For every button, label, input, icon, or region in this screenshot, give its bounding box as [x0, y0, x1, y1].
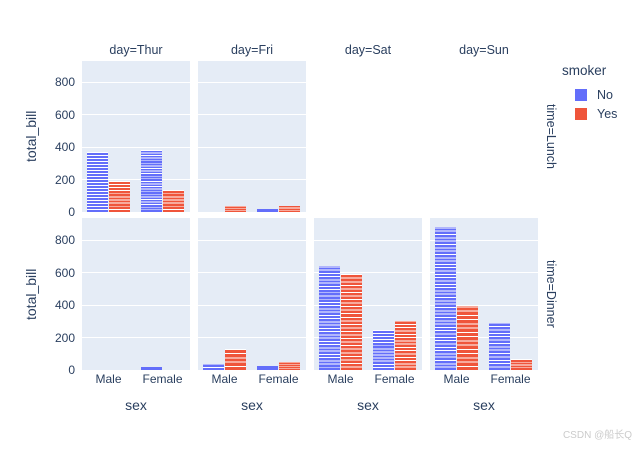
gridline-400 [82, 146, 190, 148]
legend-title: smoker [562, 63, 607, 78]
gridline-200 [82, 337, 190, 338]
x-tick-label-thur-female: Female [142, 372, 183, 386]
gridline-600 [314, 272, 422, 273]
gridline-600 [430, 272, 538, 273]
gridline-200 [314, 337, 422, 338]
x-tick-label-sat-male: Male [327, 372, 354, 386]
y-tick-label-dinner-400: 400 [54, 298, 75, 312]
gridline-800 [430, 239, 538, 241]
gridline-200 [82, 179, 190, 180]
bar-dinner-sun-male-no[interactable] [435, 227, 456, 370]
facet-panel-dinner-sat[interactable] [314, 218, 422, 370]
bar-dinner-sat-male-yes[interactable] [341, 274, 362, 370]
gridline-400 [430, 304, 538, 306]
x-tick-label-sun-female: Female [490, 372, 531, 386]
gridline-800 [314, 239, 422, 241]
legend-swatch-no-icon [575, 88, 587, 101]
y-tick-label-lunch-600: 600 [54, 107, 75, 122]
legend-item-no[interactable]: No [558, 85, 636, 104]
y-axis-title-lunch: total_bill [23, 110, 39, 163]
watermark: CSDN @船长Q [562, 430, 632, 441]
gridline-400 [198, 146, 306, 148]
bar-lunch-thur-female-no[interactable] [141, 150, 162, 212]
gridline-800 [82, 81, 190, 83]
y-tick-label-dinner-800: 800 [54, 233, 75, 247]
x-axis-title-thur: sex [125, 397, 147, 413]
legend-label-yes: Yes [597, 106, 618, 121]
x-axis-title-sun: sex [473, 397, 495, 413]
x-axis-title-fri: sex [241, 397, 263, 413]
bar-lunch-thur-male-no[interactable] [87, 151, 108, 212]
bar-dinner-sat-female-no[interactable] [373, 329, 394, 370]
gridline-800 [198, 81, 306, 83]
x-tick-label-fri-female: Female [258, 372, 299, 386]
smoker-legend: smoker No Yes [558, 63, 636, 123]
bar-lunch-thur-male-yes[interactable] [109, 180, 130, 212]
facet-title-fri: day=Fri [230, 43, 274, 57]
legend-swatch-yes-icon [575, 107, 587, 120]
facet-row-label-lunch: time=Lunch [544, 104, 558, 169]
gridline-800 [82, 239, 190, 241]
facet-panel-lunch-fri[interactable] [198, 61, 306, 212]
facet-panel-lunch-thur[interactable] [82, 61, 190, 212]
y-axis-title-dinner: total_bill [23, 268, 39, 320]
bar-lunch-fri-male-yes[interactable] [225, 206, 246, 212]
x-tick-label-sat-female: Female [374, 372, 415, 386]
gridline-200 [430, 337, 538, 338]
facet-row-label-dinner: time=Dinner [544, 260, 558, 328]
gridline-600 [82, 114, 190, 115]
gridline-200 [198, 337, 306, 338]
gridline-600 [198, 272, 306, 273]
bar-lunch-fri-female-yes[interactable] [279, 205, 300, 212]
facet-panel-dinner-thur[interactable] [82, 218, 190, 370]
gridline-600 [82, 272, 190, 273]
facet-panel-dinner-sun[interactable] [430, 218, 538, 370]
bar-dinner-fri-male-yes[interactable] [225, 348, 246, 370]
y-tick-label-lunch-0: 0 [68, 205, 75, 219]
gridline-400 [314, 304, 422, 306]
gridline-800 [198, 239, 306, 241]
gridline-400 [198, 304, 306, 306]
legend-item-yes[interactable]: Yes [558, 104, 636, 123]
bar-dinner-sun-female-no[interactable] [489, 322, 510, 370]
y-tick-label-lunch-400: 400 [54, 140, 75, 154]
bar-dinner-sun-female-yes[interactable] [511, 359, 532, 370]
facet-title-sat: day=Sat [344, 43, 392, 57]
y-tick-label-lunch-800: 800 [54, 75, 75, 89]
legend-label-no: No [597, 87, 613, 102]
bar-dinner-sun-male-yes[interactable] [457, 306, 478, 370]
gridline-400 [82, 304, 190, 306]
bar-dinner-fri-male-no[interactable] [203, 364, 224, 370]
bar-lunch-fri-female-no[interactable] [257, 209, 278, 212]
x-tick-label-sun-male: Male [443, 372, 470, 386]
x-tick-label-fri-male: Male [211, 372, 238, 386]
bar-dinner-thur-female-no[interactable] [141, 366, 162, 370]
y-tick-label-dinner-0: 0 [68, 363, 75, 377]
gridline-200 [198, 179, 306, 180]
facet-title-thur: day=Thur [109, 43, 163, 57]
bar-dinner-fri-female-no[interactable] [257, 366, 278, 370]
y-tick-label-lunch-200: 200 [54, 172, 75, 187]
y-tick-label-dinner-600: 600 [54, 265, 75, 280]
y-tick-label-dinner-200: 200 [54, 330, 75, 345]
facet-title-sun: day=Sun [459, 43, 509, 57]
gridline-600 [198, 114, 306, 115]
x-axis-title-sat: sex [357, 397, 379, 413]
facet-panel-dinner-fri[interactable] [198, 218, 306, 370]
x-tick-label-thur-male: Male [95, 372, 122, 386]
bar-lunch-thur-female-yes[interactable] [163, 190, 184, 212]
bar-dinner-sat-female-yes[interactable] [395, 320, 416, 370]
bar-dinner-sat-male-no[interactable] [319, 266, 340, 370]
bar-dinner-fri-female-yes[interactable] [279, 362, 300, 370]
